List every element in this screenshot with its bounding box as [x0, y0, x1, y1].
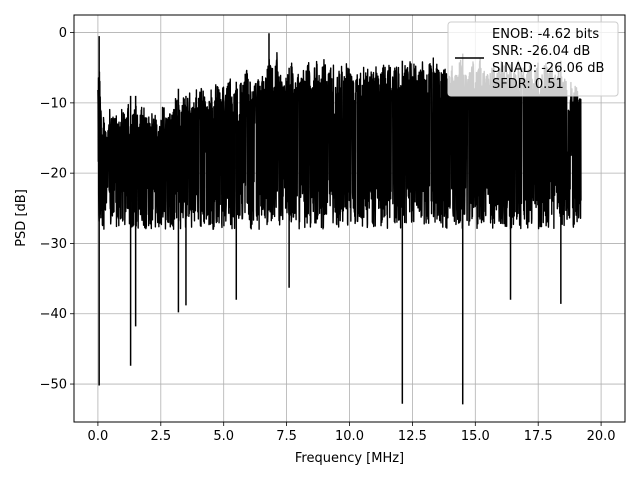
- x-axis-label: Frequency [MHz]: [295, 451, 404, 466]
- y-tick-label: −20: [40, 167, 67, 182]
- y-axis-ticks: 0 −10 −20 −30 −40 −50: [40, 26, 74, 393]
- legend-entry-sfdr: SFDR: 0.51: [492, 77, 564, 92]
- legend-entry-snr: SNR: -26.04 dB: [492, 44, 590, 59]
- x-tick-label: 2.5: [150, 429, 171, 444]
- y-tick-label: −40: [40, 307, 67, 322]
- x-tick-label: 20.0: [587, 429, 616, 444]
- x-tick-label: 5.0: [213, 429, 234, 444]
- x-tick-label: 17.5: [524, 429, 553, 444]
- x-tick-label: 12.5: [398, 429, 427, 444]
- x-axis-ticks: 0.0 2.5 5.0 7.5 10.0 12.5 15.0 17.5 20.0: [88, 422, 616, 444]
- y-axis-label: PSD [dB]: [14, 189, 29, 247]
- legend-entry-enob: ENOB: -4.62 bits: [492, 27, 599, 42]
- x-tick-label: 0.0: [88, 429, 109, 444]
- legend-entry-sinad: SINAD: -26.06 dB: [492, 61, 604, 76]
- legend: ENOB: -4.62 bits SNR: -26.04 dB SINAD: -…: [447, 21, 619, 97]
- x-tick-label: 15.0: [461, 429, 490, 444]
- y-tick-label: −50: [40, 378, 67, 393]
- y-tick-label: −30: [40, 237, 67, 252]
- legend-box: [447, 21, 619, 97]
- y-tick-label: 0: [59, 26, 67, 41]
- x-tick-label: 7.5: [276, 429, 297, 444]
- series-psd: [97, 33, 582, 405]
- y-tick-label: −10: [40, 96, 67, 111]
- x-tick-label: 10.0: [335, 429, 364, 444]
